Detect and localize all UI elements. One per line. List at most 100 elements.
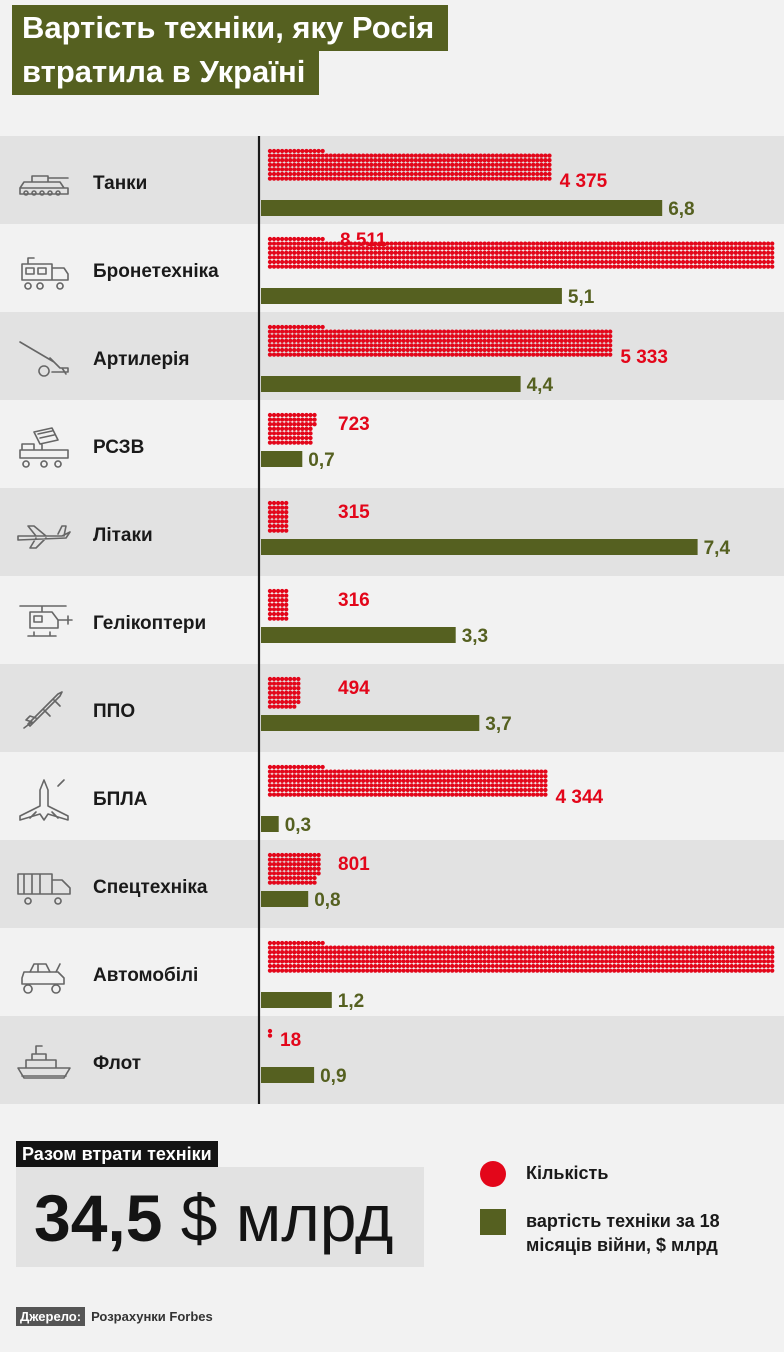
count-dot xyxy=(271,171,277,177)
count-dot xyxy=(369,264,374,269)
count-dot xyxy=(280,352,285,357)
title-block: Вартість техніки, яку Росія втратила в У… xyxy=(12,5,449,95)
count-dot xyxy=(490,968,495,973)
count-dot xyxy=(510,945,516,950)
count-dot xyxy=(292,681,297,686)
count-dot xyxy=(288,880,293,885)
count-dot xyxy=(437,787,443,793)
count-dot xyxy=(454,963,459,969)
count-dot xyxy=(389,255,394,260)
count-dot xyxy=(300,435,305,441)
count-dot xyxy=(433,259,439,265)
count-dot xyxy=(672,954,678,959)
count-dot xyxy=(284,857,289,862)
count-dot xyxy=(571,343,576,348)
count-dot xyxy=(417,787,422,793)
count-dot xyxy=(482,792,487,797)
count-dot xyxy=(518,950,524,955)
count-dot xyxy=(292,255,297,260)
count-dot xyxy=(397,171,402,177)
count-dot xyxy=(381,171,386,177)
count-dot xyxy=(316,324,321,330)
count-dot xyxy=(470,334,475,339)
page-title-line-2: втратила в Україні xyxy=(12,49,320,95)
count-dot xyxy=(413,334,418,339)
count-dot xyxy=(450,945,455,950)
count-dot xyxy=(531,158,536,163)
total-unit: $ млрд xyxy=(162,1181,394,1255)
count-dot xyxy=(693,241,698,246)
count-dot xyxy=(275,435,281,441)
count-dot xyxy=(316,246,321,251)
count-dot xyxy=(365,343,370,348)
count-dot xyxy=(539,246,544,251)
count-dot xyxy=(632,959,637,964)
count-dot xyxy=(356,778,362,783)
count-dot xyxy=(498,769,503,774)
count-dot xyxy=(280,176,285,181)
count-dot xyxy=(442,167,447,172)
count-dot xyxy=(587,343,593,348)
count-dot xyxy=(567,343,572,348)
count-dot xyxy=(304,852,309,858)
count-dot xyxy=(328,352,333,357)
count-dot xyxy=(348,954,354,959)
count-dot xyxy=(267,611,273,617)
count-dot xyxy=(304,236,309,242)
count-dot xyxy=(705,250,710,255)
count-dot xyxy=(506,787,512,793)
count-dot xyxy=(454,250,459,255)
count-dot xyxy=(288,236,293,242)
count-dot xyxy=(316,852,321,858)
count-dot xyxy=(271,338,277,343)
count-dot xyxy=(369,250,374,255)
count-dot xyxy=(591,945,597,950)
count-dot xyxy=(474,246,479,251)
count-dot xyxy=(628,945,633,950)
count-dot xyxy=(340,343,346,348)
count-dot xyxy=(296,945,301,950)
count-dot xyxy=(405,778,410,783)
count-dot xyxy=(539,792,544,797)
count-dot xyxy=(567,963,572,969)
count-dot xyxy=(389,352,394,357)
count-dot xyxy=(417,968,422,973)
count-dot xyxy=(336,783,341,788)
count-dot xyxy=(571,334,576,339)
count-dot xyxy=(312,787,317,793)
count-dot xyxy=(296,148,301,154)
count-dot xyxy=(462,968,467,973)
count-dot xyxy=(518,343,524,348)
count-dot xyxy=(397,954,402,959)
count-dot xyxy=(300,250,305,255)
count-dot xyxy=(292,690,297,695)
count-dot xyxy=(514,787,520,793)
count-dot xyxy=(385,329,390,334)
count-dot xyxy=(389,774,394,779)
count-dot xyxy=(413,352,418,357)
count-dot xyxy=(356,334,362,339)
count-dot xyxy=(413,338,418,343)
count-dot xyxy=(458,241,463,246)
count-dot xyxy=(733,259,738,265)
count-dot xyxy=(454,167,459,172)
count-dot xyxy=(312,338,317,343)
count-dot xyxy=(757,264,763,269)
count-dot xyxy=(296,950,301,955)
count-dot xyxy=(332,783,337,788)
count-dot xyxy=(405,343,410,348)
count-dot xyxy=(494,954,499,959)
count-dot xyxy=(271,968,277,973)
count-dot xyxy=(450,950,455,955)
count-dot xyxy=(563,246,568,251)
count-dot xyxy=(280,246,285,251)
count-dot xyxy=(612,255,617,260)
count-dot xyxy=(502,241,508,246)
count-dot xyxy=(636,264,641,269)
count-dot xyxy=(753,250,759,255)
count-dot xyxy=(296,686,301,691)
count-dot xyxy=(442,774,447,779)
count-dot xyxy=(620,945,625,950)
count-dot xyxy=(336,963,341,969)
